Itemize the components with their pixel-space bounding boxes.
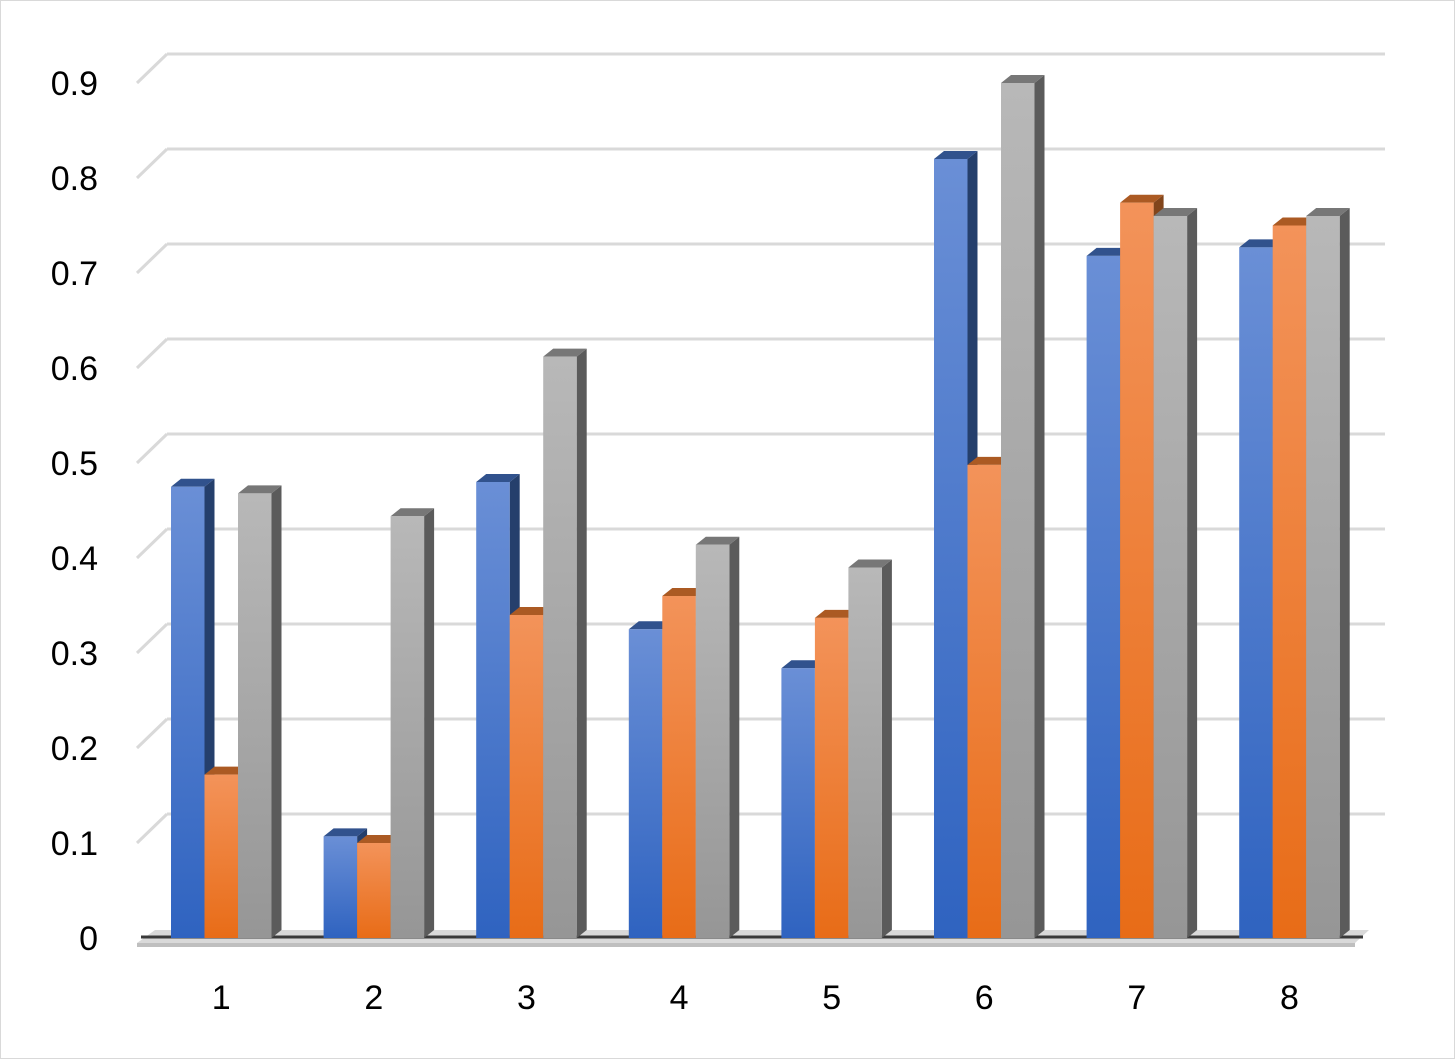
bar-top [1153, 208, 1198, 216]
bar-top [171, 478, 215, 487]
bar-side [881, 559, 892, 938]
bar-side [729, 536, 740, 938]
y-tick-label: 0.2 [51, 730, 98, 768]
bar-top [1120, 194, 1164, 203]
bar-cat7-series3 [1153, 208, 1198, 938]
bar-front [1120, 202, 1154, 938]
gridline-diagonal [135, 432, 169, 465]
bar-top [967, 456, 1011, 465]
gridline-diagonal [135, 812, 169, 845]
bar-front [1153, 216, 1188, 938]
x-tick-label: 3 [517, 979, 536, 1017]
gridline-diagonal [135, 242, 169, 275]
bar-top [1086, 247, 1131, 256]
bar-front [781, 668, 815, 938]
bar-front [814, 617, 849, 938]
bar-cat6-series3 [1001, 75, 1045, 938]
bar-front [509, 615, 544, 938]
bar-top [814, 609, 859, 618]
bar-top [662, 588, 706, 596]
bar-front [238, 493, 272, 938]
bar-side [1339, 208, 1350, 938]
gridline-diagonal [135, 337, 169, 370]
y-tick-label: 0.4 [51, 540, 98, 578]
y-tick-label: 0.5 [51, 445, 98, 483]
bar-top [323, 828, 368, 837]
bar-front [662, 596, 696, 938]
y-tick-label: 0.7 [51, 255, 98, 293]
bar-top [1239, 239, 1283, 248]
bar-top [204, 766, 248, 775]
bar-cat3-series3 [543, 348, 587, 939]
bar-front [171, 486, 205, 938]
x-tick-label: 5 [822, 979, 841, 1017]
bar-front [628, 629, 663, 938]
bar-side [424, 508, 435, 938]
floor-edge [137, 943, 1355, 947]
x-tick-label: 7 [1127, 979, 1146, 1017]
bar-front [204, 774, 238, 938]
bar-top [1306, 208, 1350, 216]
bar-top [1001, 75, 1045, 83]
bar-top [934, 151, 978, 159]
bar-front [357, 843, 391, 938]
bar-front [1239, 247, 1273, 939]
y-tick-label: 0.3 [51, 635, 98, 673]
bar-front [848, 567, 882, 938]
bar-front [1001, 83, 1035, 938]
gridline-diagonal [135, 52, 169, 85]
bar-cat8-series3 [1306, 208, 1350, 938]
bar-top [357, 835, 401, 843]
bar-front [323, 836, 358, 938]
bar-front [1086, 255, 1121, 938]
bar-side [271, 485, 282, 938]
x-axis-tick-labels: 1 2 3 4 5 6 7 8 [212, 979, 1299, 1017]
bar-cat4-series3 [695, 536, 740, 938]
bar-front [390, 516, 425, 938]
bar-top [781, 660, 825, 669]
bar-top [238, 485, 282, 494]
x-tick-label: 2 [364, 979, 383, 1017]
x-tick-label: 8 [1280, 979, 1299, 1017]
bar-top [543, 348, 587, 357]
bar-cat5-series3 [848, 559, 892, 938]
y-tick-label: 0 [79, 920, 98, 958]
bar-side [1034, 75, 1045, 938]
gridline-diagonal [135, 147, 169, 180]
bar-front [1306, 216, 1340, 938]
bar-top [476, 474, 520, 482]
gridline-diagonal [135, 527, 169, 560]
bar-front [476, 482, 510, 938]
gridline-diagonal [135, 717, 169, 750]
bar-cat1-series3 [238, 485, 282, 938]
y-tick-label: 0.1 [51, 825, 98, 863]
bar-front [695, 544, 730, 938]
bar-front [967, 464, 1001, 938]
x-tick-label: 1 [212, 979, 231, 1017]
bar-front [1272, 225, 1307, 938]
bar-top [695, 536, 740, 545]
bar-top [628, 621, 673, 630]
bar-side [1187, 208, 1198, 938]
bar-side [576, 348, 587, 939]
bar-top [1272, 217, 1317, 226]
x-tick-label: 4 [670, 979, 689, 1017]
y-axis-tick-labels: 0 0.1 0.2 0.3 0.4 0.5 0.6 0.7 0.8 0.9 [51, 65, 98, 958]
bar-top [390, 508, 435, 517]
y-tick-label: 0.8 [51, 160, 98, 198]
gridlines [135, 52, 1385, 845]
bar-front [543, 356, 577, 939]
bars [171, 75, 1350, 939]
bar-cat2-series3 [390, 508, 435, 938]
bar-top [509, 607, 554, 615]
y-tick-label: 0.9 [51, 65, 98, 103]
y-tick-label: 0.6 [51, 350, 98, 388]
bar-top [848, 559, 892, 568]
x-tick-label: 6 [975, 979, 994, 1017]
gridline-diagonal [135, 622, 169, 655]
bar-front [934, 159, 968, 938]
